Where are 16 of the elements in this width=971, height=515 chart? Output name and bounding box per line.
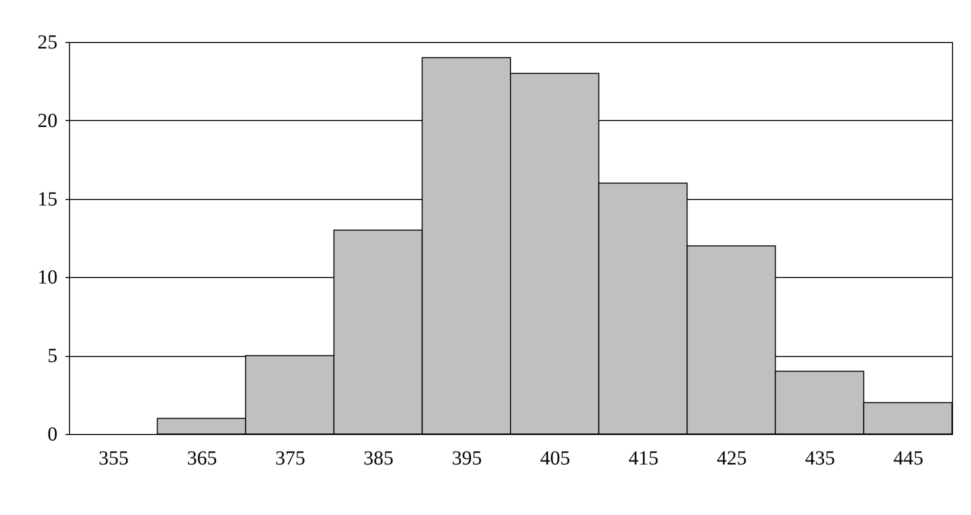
x-tick-label: 385 <box>364 448 394 470</box>
y-tick-label: 0 <box>48 424 58 446</box>
x-tick-label: 375 <box>275 448 306 470</box>
x-tick-label: 355 <box>98 448 129 470</box>
y-tick-label: 5 <box>48 345 58 368</box>
y-tick-label: 25 <box>38 32 58 54</box>
x-tick-label: 405 <box>540 448 570 470</box>
x-tick-label: 445 <box>893 448 924 470</box>
x-tick-label: 435 <box>805 448 836 470</box>
x-tick-label: 425 <box>716 448 747 470</box>
y-tick-label: 15 <box>38 188 58 210</box>
x-tick-label: 415 <box>628 448 658 470</box>
x-tick-label: 365 <box>186 448 217 470</box>
x-tick-label: 395 <box>452 448 482 470</box>
y-tick-label: 20 <box>38 110 58 132</box>
y-tick-label: 10 <box>38 266 58 289</box>
